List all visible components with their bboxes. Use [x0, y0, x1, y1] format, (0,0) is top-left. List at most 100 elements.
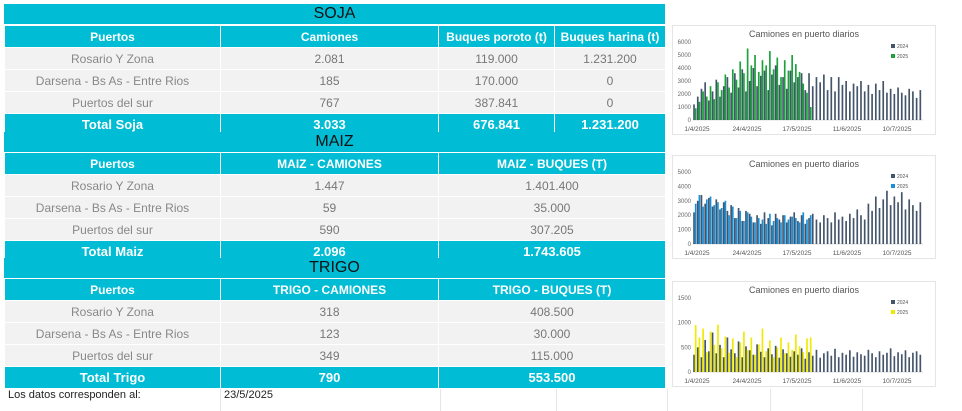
bar-2024 — [782, 77, 784, 120]
bar-2024 — [696, 200, 699, 244]
bar-2025 — [791, 216, 793, 244]
bar-2024 — [841, 216, 844, 244]
bar-2024 — [704, 203, 706, 244]
bar-2024 — [745, 346, 747, 372]
bar-2024 — [782, 215, 784, 244]
bar-2024 — [719, 209, 721, 244]
bar-2024 — [830, 77, 833, 120]
bar-2024 — [823, 353, 825, 372]
cell-value: 0 — [554, 69, 666, 92]
bar-2024 — [748, 350, 751, 372]
bar-2024 — [849, 213, 851, 244]
table-row: Rosario Y Zona 318 408.500 — [4, 300, 666, 323]
bar-2025 — [702, 91, 704, 120]
bar-2024 — [860, 81, 862, 120]
bar-2024 — [734, 353, 736, 372]
bar-2025 — [713, 344, 716, 372]
bar-2025 — [750, 65, 753, 120]
bar-2024 — [752, 222, 755, 244]
bar-2024 — [919, 202, 922, 244]
bar-2025 — [809, 215, 812, 244]
bar-2025 — [802, 212, 805, 244]
bar-2024 — [785, 222, 788, 244]
bar-2024 — [882, 199, 885, 244]
bar-2024 — [815, 349, 818, 372]
bar-2024 — [889, 205, 892, 244]
bar-2025 — [772, 69, 775, 120]
col-header-camiones: TRIGO - CAMIONES — [220, 278, 439, 301]
bar-2025 — [787, 342, 790, 372]
x-tick-label: 10/7/2025 — [883, 378, 912, 385]
bar-2024 — [834, 348, 836, 372]
cell-value: 408.500 — [438, 300, 666, 323]
bar-2024 — [878, 208, 881, 244]
bar-2024 — [793, 82, 796, 120]
bar-2025 — [765, 65, 768, 120]
bar-2024 — [771, 74, 773, 120]
footer-date: 23/5/2025 — [224, 389, 273, 401]
bar-2024 — [878, 90, 881, 120]
chart-title: Camiones en puerto diarios — [749, 159, 860, 169]
table-row: Puertos del sur 590 307.205 — [4, 218, 666, 241]
y-tick-label: 0 — [688, 118, 692, 124]
bar-2024 — [845, 220, 847, 244]
port-name: Rosario Y Zona — [4, 174, 221, 197]
bar-2024 — [912, 91, 914, 120]
bar-2024 — [860, 215, 862, 244]
bar-2024 — [700, 357, 703, 372]
x-tick-label: 11/6/2025 — [833, 378, 862, 385]
bar-2025 — [746, 349, 749, 372]
bar-2024 — [722, 202, 725, 244]
bar-2024 — [774, 65, 777, 120]
bar-2025 — [787, 219, 790, 244]
total-row: Total Trigo 790 553.500 — [4, 366, 666, 389]
bar-2025 — [731, 206, 734, 244]
bar-2024 — [704, 339, 706, 372]
legend-swatch — [891, 44, 895, 48]
bar-2024 — [908, 199, 911, 244]
cell-value: 767 — [220, 91, 439, 114]
total-value: 3.033 — [220, 113, 439, 136]
bar-2024 — [763, 70, 766, 120]
bar-2024 — [719, 344, 721, 372]
cell-value: 59 — [220, 196, 439, 219]
bar-2025 — [694, 203, 697, 244]
bar-2024 — [708, 197, 710, 244]
x-tick-label: 24/4/2025 — [733, 250, 762, 257]
bar-2025 — [783, 215, 786, 244]
bar-2024 — [722, 86, 725, 120]
bar-2025 — [761, 60, 764, 120]
bar-2024 — [856, 352, 859, 372]
total-row: Total Soja 3.033 676.841 1.231.200 — [4, 113, 666, 136]
bar-2024 — [767, 90, 770, 120]
col-header-puertos: Puertos — [4, 278, 221, 301]
bar-2025 — [806, 338, 808, 372]
bar-2025 — [757, 344, 760, 372]
bar-2024 — [893, 94, 896, 120]
bar-2024 — [904, 350, 907, 372]
legend-label: 2024 — [897, 44, 908, 50]
bar-2025 — [720, 348, 723, 372]
port-name: Darsena - Bs As - Entre Rios — [4, 196, 221, 219]
table-row: Darsena - Bs As - Entre Rios 123 30.000 — [4, 322, 666, 345]
port-name: Darsena - Bs As - Entre Rios — [4, 322, 221, 345]
bar-2024 — [793, 351, 796, 372]
bar-2024 — [811, 86, 814, 120]
bar-2024 — [708, 100, 710, 120]
bar-2024 — [871, 353, 873, 372]
bar-2024 — [841, 352, 844, 372]
bar-2025 — [702, 206, 704, 244]
bar-2025 — [809, 337, 812, 372]
bar-2025 — [795, 64, 797, 120]
y-tick-label: 6000 — [678, 40, 692, 46]
bar-2025 — [780, 222, 782, 244]
legend-label: 2025 — [897, 54, 908, 60]
bar-2024 — [834, 212, 836, 244]
bar-2025 — [750, 216, 753, 244]
y-tick-label: 1000 — [678, 228, 692, 234]
bar-2024 — [748, 81, 751, 120]
bar-2025 — [769, 51, 771, 120]
bar-2024 — [826, 351, 829, 372]
bar-2024 — [778, 357, 781, 372]
bar-2024 — [789, 70, 792, 120]
